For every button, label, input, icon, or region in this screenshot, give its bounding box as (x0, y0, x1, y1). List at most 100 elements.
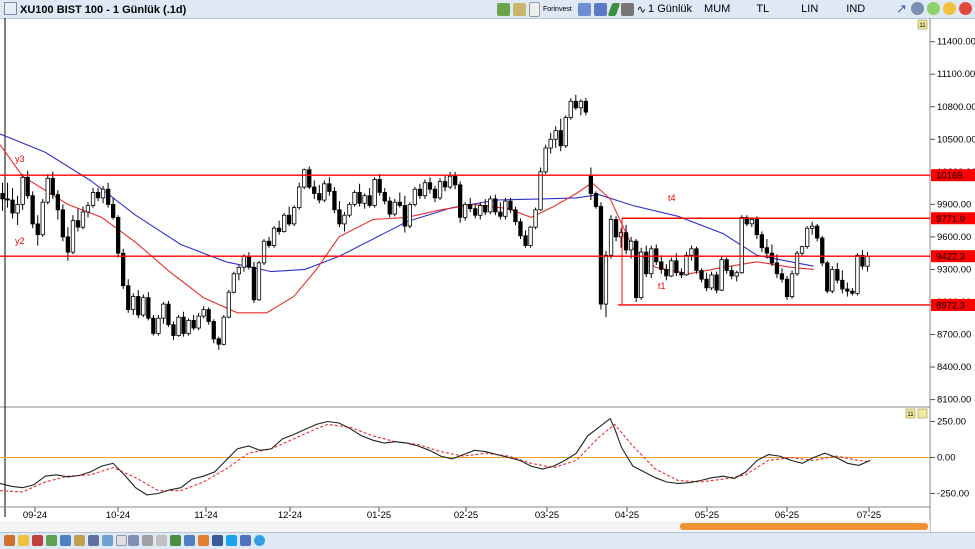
x-tick-label: 02-25 (454, 510, 478, 521)
wave-icon[interactable]: ∿ (636, 3, 647, 16)
chart-green-icon[interactable] (46, 535, 57, 546)
candle-up (347, 203, 352, 216)
alert-icon[interactable] (198, 535, 209, 546)
tools-icon[interactable] (620, 2, 634, 16)
window-title: XU100 BIST 100 - 1 Günlük (.1d) (4, 2, 186, 16)
maximize-button[interactable] (943, 2, 956, 15)
candle-down (211, 321, 216, 340)
settings-icon[interactable] (911, 2, 924, 15)
folder-icon[interactable] (18, 535, 29, 546)
excel-icon[interactable] (170, 535, 181, 546)
price-panel-badge[interactable] (917, 19, 928, 30)
candle-down (121, 252, 126, 287)
horizontal-line-badge (931, 212, 975, 225)
currency-selector[interactable]: TL (756, 3, 770, 15)
candle-down (457, 184, 463, 218)
y-tick-label: 8100.00 (937, 395, 971, 406)
candle-down (116, 216, 121, 254)
drawing-tools-icon[interactable] (513, 2, 526, 16)
candle-down (30, 195, 35, 225)
y-tick-label: 8700.00 (937, 330, 971, 341)
minimize-button[interactable] (927, 2, 940, 15)
candle-up (533, 209, 538, 228)
chart-red-icon[interactable] (32, 535, 43, 546)
export-icon[interactable] (156, 535, 167, 546)
candle-up (503, 200, 508, 217)
tools-bottom-icon[interactable] (74, 535, 85, 546)
candle-down (664, 268, 669, 277)
candle-type-selector[interactable]: MUM (704, 3, 731, 15)
twitter-icon[interactable] (226, 535, 237, 546)
indicator-selector[interactable]: IND (846, 3, 866, 15)
share-icon[interactable] (184, 535, 195, 546)
candle-down (744, 216, 749, 225)
candle-down (704, 278, 709, 289)
candle-down (523, 235, 528, 247)
scrollbar-track[interactable] (0, 521, 930, 532)
print-icon[interactable] (142, 535, 153, 546)
candle-down (60, 209, 65, 238)
candle-down (674, 260, 679, 274)
candle-down (598, 206, 604, 305)
candle-down (452, 175, 458, 186)
candle-down (206, 309, 211, 322)
blank-icon[interactable] (116, 535, 127, 546)
candle-up (20, 176, 25, 205)
chart-type-icon[interactable] (497, 2, 510, 16)
save-icon[interactable] (128, 535, 139, 546)
pin-icon[interactable]: ↗ (896, 1, 907, 16)
candle-down (151, 317, 156, 334)
link-icon[interactable] (240, 535, 251, 546)
facebook-icon[interactable] (212, 535, 223, 546)
candle-down (332, 190, 337, 211)
osc-panel-badge[interactable] (905, 408, 916, 419)
candle-down (825, 262, 830, 292)
window-title-text: XU100 BIST 100 - 1 Günlük (.1d) (20, 4, 187, 16)
skype-icon[interactable] (254, 535, 265, 546)
candle-down (820, 237, 825, 264)
x-tick-label: 05-25 (695, 510, 719, 521)
grid-icon[interactable] (577, 2, 591, 16)
candle-up (40, 201, 45, 236)
scale-selector[interactable]: LIN (801, 3, 819, 15)
table-icon[interactable] (593, 2, 607, 16)
y-tick-label: 9300.00 (937, 264, 971, 275)
annotation-label: y3 (15, 154, 25, 164)
osc-panel-badge-2[interactable] (917, 408, 928, 419)
candle-down (75, 220, 81, 228)
y-tick-label: 11100.00 (937, 69, 975, 80)
candle-up (684, 254, 689, 276)
scrollbar-thumb[interactable] (680, 523, 928, 530)
candle-up (568, 100, 573, 119)
period-selector[interactable]: 1 Günlük (648, 3, 693, 15)
candle-up (352, 191, 357, 205)
search-icon[interactable] (60, 535, 71, 546)
candle-up (221, 316, 226, 345)
candle-up (563, 117, 568, 147)
news-icon[interactable] (102, 535, 113, 546)
candle-up (100, 188, 106, 199)
candle-up (608, 219, 614, 256)
candle-up (90, 191, 96, 206)
car-icon[interactable] (88, 535, 99, 546)
candle-down (126, 285, 131, 311)
candle-down (860, 254, 865, 267)
candle-up (261, 240, 267, 264)
y-tick-label: 8400.00 (937, 362, 971, 373)
candle-up (830, 268, 835, 292)
horizontal-line-badge (931, 169, 975, 182)
candle-up (372, 178, 377, 206)
home-icon[interactable] (4, 535, 15, 546)
candle-down (754, 219, 759, 236)
close-button[interactable] (959, 2, 972, 15)
candle-down (432, 188, 438, 199)
x-tick-label: 10-24 (106, 510, 130, 521)
candle-up (639, 251, 644, 299)
y-tick-label: 9900.00 (937, 199, 971, 210)
candle-down (483, 205, 488, 213)
oscillator-main-line (0, 417, 871, 496)
candle-down (402, 205, 408, 227)
candle-down (583, 100, 588, 113)
forinvest-label[interactable]: Forinvest (543, 5, 572, 13)
